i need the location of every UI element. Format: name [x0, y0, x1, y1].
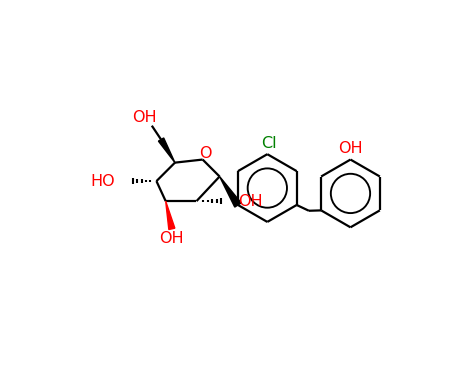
- Text: O: O: [199, 146, 212, 161]
- Text: HO: HO: [90, 174, 115, 188]
- Polygon shape: [158, 138, 175, 163]
- Polygon shape: [220, 176, 241, 207]
- Text: Cl: Cl: [261, 136, 276, 151]
- Text: OH: OH: [238, 194, 263, 209]
- Polygon shape: [166, 201, 175, 230]
- Text: OH: OH: [338, 141, 363, 156]
- Text: OH: OH: [159, 231, 184, 245]
- Text: OH: OH: [132, 111, 157, 125]
